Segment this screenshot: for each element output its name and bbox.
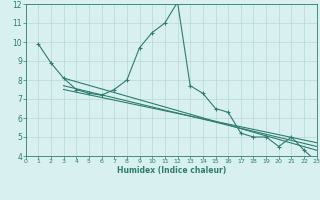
X-axis label: Humidex (Indice chaleur): Humidex (Indice chaleur): [116, 166, 226, 175]
